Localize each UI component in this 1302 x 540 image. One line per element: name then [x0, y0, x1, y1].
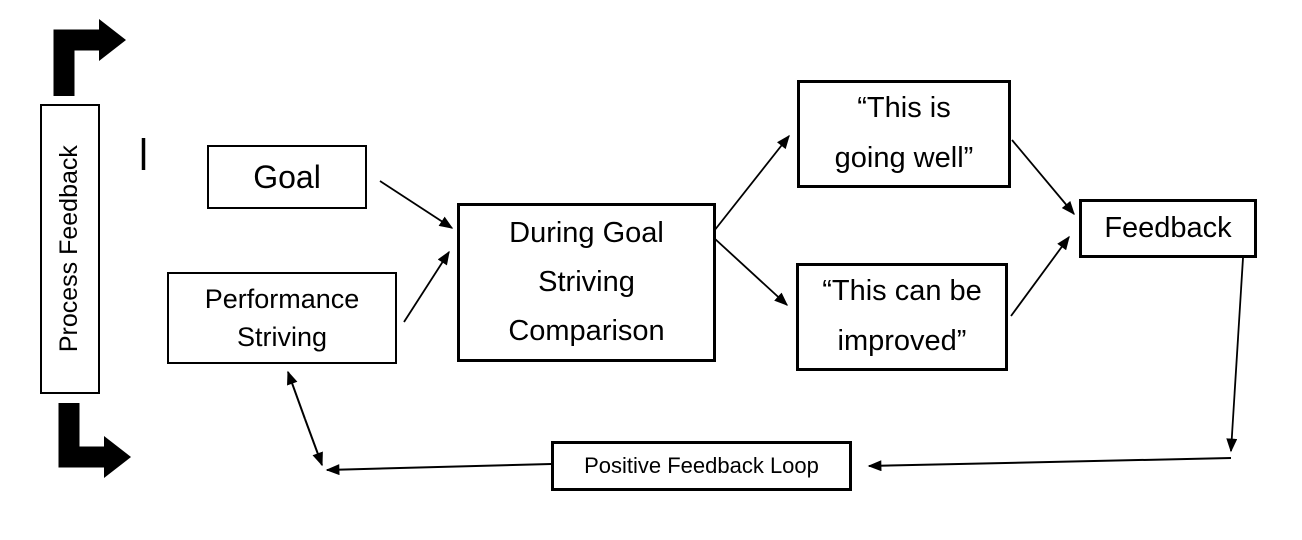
node-feedback: Feedback [1079, 199, 1257, 258]
elbow-arrow-up-right-icon [53, 19, 126, 96]
edge-loop-to-junction [325, 463, 552, 476]
edge-junction-to-performance-down [304, 418, 323, 467]
during-goal-striving-comparison-label: During Goal Striving Comparison [508, 217, 665, 347]
edge-performance-to-comparison [403, 250, 450, 323]
edge-junction-to-performance-up [287, 370, 306, 420]
this-is-going-well-label: “This is going well” [834, 92, 974, 174]
positive-feedback-loop-label: Positive Feedback Loop [584, 453, 819, 479]
edge-goal-to-comparison [379, 180, 454, 229]
node-performance-striving: Performance Striving [167, 272, 397, 364]
node-this-is-going-well: “This is going well” [797, 80, 1011, 188]
node-this-can-be-improved: “This can be improved” [796, 263, 1008, 371]
edge-improved-to-feedback [1010, 235, 1070, 317]
process-feedback-label: Process Feedback [55, 145, 84, 353]
edge-comparison-to-improved [713, 237, 789, 306]
elbow-arrow-down-right-icon [58, 403, 131, 478]
feedback-label: Feedback [1104, 212, 1232, 245]
node-process-feedback: Process Feedback [40, 104, 100, 394]
node-positive-feedback-loop: Positive Feedback Loop [551, 441, 852, 491]
node-during-goal-striving-comparison: During Goal Striving Comparison [457, 203, 716, 362]
edge-comparison-to-going-well [713, 134, 790, 232]
goal-label: Goal [253, 159, 321, 195]
node-goal: Goal [207, 145, 367, 209]
edge-going-well-to-feedback [1011, 139, 1075, 216]
performance-striving-label: Performance Striving [204, 283, 360, 352]
edge-corner-to-loop [867, 457, 1232, 472]
this-can-be-improved-label: “This can be improved” [822, 275, 982, 357]
edge-feedback-down [1226, 257, 1244, 453]
